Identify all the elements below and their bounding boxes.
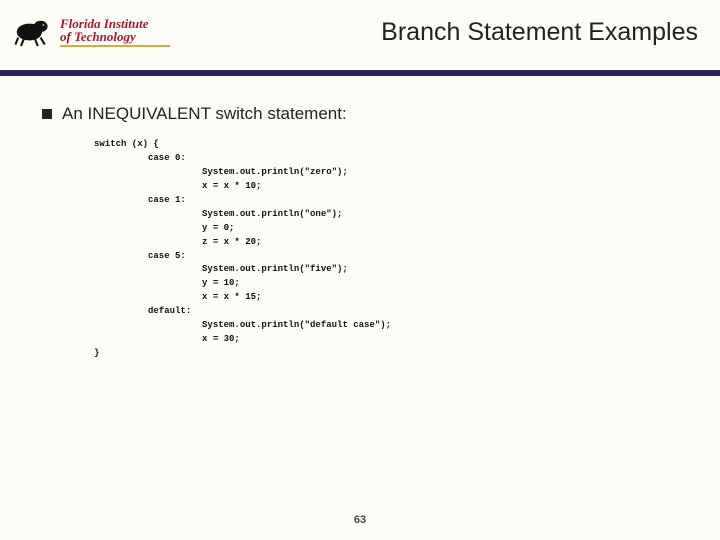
bullet-text: An INEQUIVALENT switch statement:: [62, 104, 347, 124]
logo-text: Florida Institute of Technology: [60, 17, 170, 47]
logo-underline: [60, 45, 170, 47]
bullet-item: An INEQUIVALENT switch statement:: [42, 104, 688, 124]
university-logo: Florida Institute of Technology: [14, 10, 174, 54]
panther-icon: [14, 16, 56, 48]
slide-title: Branch Statement Examples: [174, 10, 706, 47]
square-bullet-icon: [42, 109, 52, 119]
logo-line2: of Technology: [60, 30, 170, 43]
code-block: switch (x) { case 0: System.out.println(…: [94, 138, 688, 361]
slide-content: An INEQUIVALENT switch statement: switch…: [0, 76, 720, 361]
slide-header: Florida Institute of Technology Branch S…: [0, 0, 720, 70]
page-number: 63: [0, 514, 720, 526]
